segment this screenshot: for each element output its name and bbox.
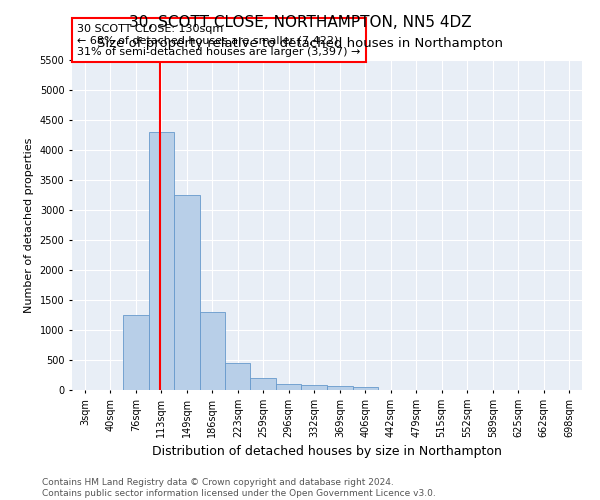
X-axis label: Distribution of detached houses by size in Northampton: Distribution of detached houses by size … [152, 446, 502, 458]
Bar [225, 363, 250, 390]
Text: 30 SCOTT CLOSE: 130sqm
← 68% of detached houses are smaller (7,422)
31% of semi-: 30 SCOTT CLOSE: 130sqm ← 68% of detached… [77, 24, 361, 56]
Bar [123, 315, 149, 390]
Bar [327, 386, 353, 390]
Y-axis label: Number of detached properties: Number of detached properties [24, 138, 34, 312]
Bar [276, 384, 301, 390]
Bar [149, 132, 174, 390]
Bar [174, 195, 199, 390]
Bar [301, 385, 327, 390]
Text: 30, SCOTT CLOSE, NORTHAMPTON, NN5 4DZ: 30, SCOTT CLOSE, NORTHAMPTON, NN5 4DZ [128, 15, 472, 30]
Text: Contains HM Land Registry data © Crown copyright and database right 2024.
Contai: Contains HM Land Registry data © Crown c… [42, 478, 436, 498]
Bar [250, 378, 276, 390]
Text: Size of property relative to detached houses in Northampton: Size of property relative to detached ho… [97, 38, 503, 51]
Bar [199, 312, 225, 390]
Bar [353, 387, 378, 390]
